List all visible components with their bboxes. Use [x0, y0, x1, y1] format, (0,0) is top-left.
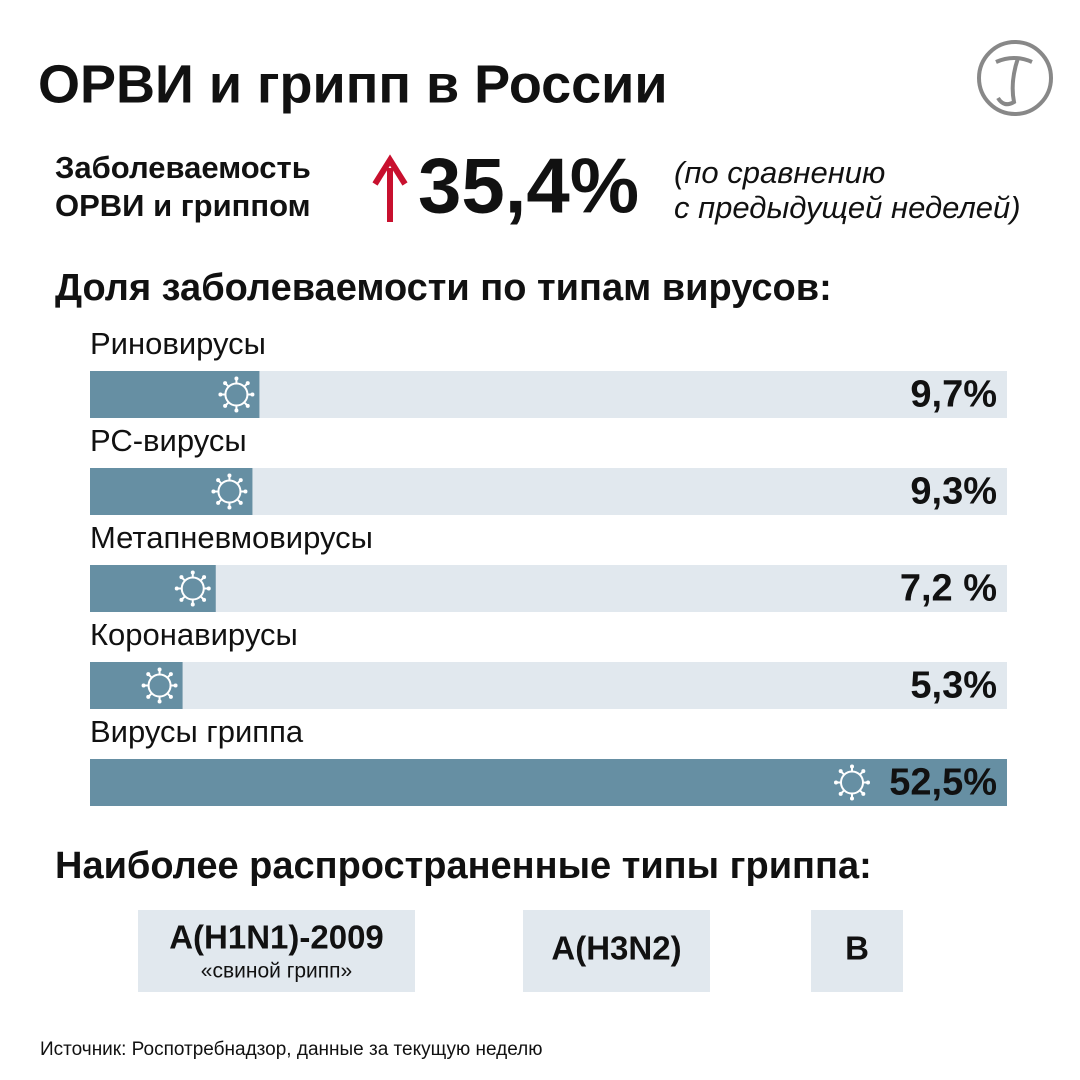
flu-type-box — [811, 910, 903, 992]
virus-spike-tip — [202, 575, 207, 580]
virus-spike-tip — [211, 489, 216, 494]
virus-icon — [834, 764, 870, 801]
virus-spike-tip — [206, 586, 211, 591]
bar — [90, 371, 260, 418]
headline-note: с предыдущей неделей) — [674, 190, 1021, 225]
virus-spike-tip — [174, 586, 179, 591]
value-label: 7,2 % — [900, 568, 997, 610]
category-label: Вирусы гриппа — [90, 714, 304, 749]
virus-spike-tip — [234, 408, 239, 413]
virus-spike-tip — [141, 683, 146, 688]
virus-spike-tip — [234, 376, 239, 381]
virus-spike-tip — [227, 505, 232, 510]
value-label: 9,3% — [910, 471, 997, 513]
virus-spike-tip — [223, 403, 228, 408]
category-label: Риновирусы — [90, 326, 266, 361]
virus-icon — [174, 570, 211, 607]
headline-label: ОРВИ и гриппом — [55, 188, 311, 223]
virus-spike-tip — [168, 694, 173, 699]
headline-value: 35,4% — [418, 142, 639, 230]
chart-title: Доля заболеваемости по типам вирусов: — [55, 267, 832, 309]
bar — [90, 565, 216, 612]
increase-arrow — [372, 154, 408, 222]
logo — [977, 40, 1053, 116]
virus-spike-tip — [179, 575, 184, 580]
virus-spike-tip — [168, 672, 173, 677]
virus-spike-tip — [202, 597, 207, 602]
category-label: Метапневмовирусы — [90, 520, 373, 555]
virus-spike-tip — [850, 796, 854, 801]
virus-spike-tip — [838, 769, 843, 774]
flu-type-name: A(H1N1)-2009 — [169, 919, 384, 956]
bar — [90, 662, 183, 709]
flu-type-name: B — [845, 930, 869, 967]
flu-types-title: Наиболее распространенные типы гриппа: — [55, 845, 872, 887]
virus-spike-tip — [146, 672, 151, 677]
headline-label: Заболеваемость — [55, 150, 311, 185]
virus-icon — [218, 376, 255, 413]
virus-spike-tip — [250, 392, 255, 397]
virus-spike-tip — [179, 597, 184, 602]
virus-spike-tip — [223, 381, 228, 386]
virus-spike-tip — [157, 667, 162, 672]
virus-icon — [211, 473, 248, 510]
flu-type-name: A(H3N2) — [551, 930, 681, 967]
virus-spike-tip — [861, 791, 866, 796]
virus-spike-tip — [173, 683, 178, 688]
bar-track — [90, 662, 1007, 709]
value-label: 5,3% — [910, 665, 997, 707]
virus-spike-tip — [216, 500, 221, 505]
virus-spike-tip — [216, 478, 221, 483]
category-label: Коронавирусы — [90, 617, 298, 652]
virus-spike-tip — [243, 489, 248, 494]
flu-type-note: «свиной грипп» — [201, 960, 352, 983]
virus-spike-tip — [157, 699, 162, 704]
virus-spike-tip — [218, 392, 223, 397]
virus-spike-tip — [861, 769, 866, 774]
bar — [90, 759, 1007, 806]
virus-spike-tip — [190, 570, 195, 575]
bar — [90, 468, 253, 515]
source: Источник: Роспотребнадзор, данные за тек… — [40, 1039, 543, 1060]
bar-track — [90, 565, 1007, 612]
category-label: РС-вирусы — [90, 423, 247, 458]
value-label: 52,5% — [889, 762, 997, 804]
flu-type-box — [523, 910, 710, 992]
virus-spike-tip — [190, 602, 195, 607]
virus-spike-tip — [866, 780, 870, 785]
headline-note: (по сравнению — [674, 155, 885, 190]
virus-spike-tip — [227, 473, 232, 478]
virus-spike-tip — [834, 780, 838, 785]
virus-spike-tip — [850, 764, 854, 769]
page-title: ОРВИ и грипп в России — [38, 54, 668, 114]
virus-spike-tip — [146, 694, 151, 699]
virus-spike-tip — [838, 791, 843, 796]
flu-type-box — [138, 910, 415, 992]
virus-spike-tip — [245, 381, 250, 386]
virus-spike-tip — [238, 478, 243, 483]
value-label: 9,7% — [910, 374, 997, 416]
virus-spike-tip — [245, 403, 250, 408]
virus-spike-tip — [238, 500, 243, 505]
virus-icon — [141, 667, 178, 704]
